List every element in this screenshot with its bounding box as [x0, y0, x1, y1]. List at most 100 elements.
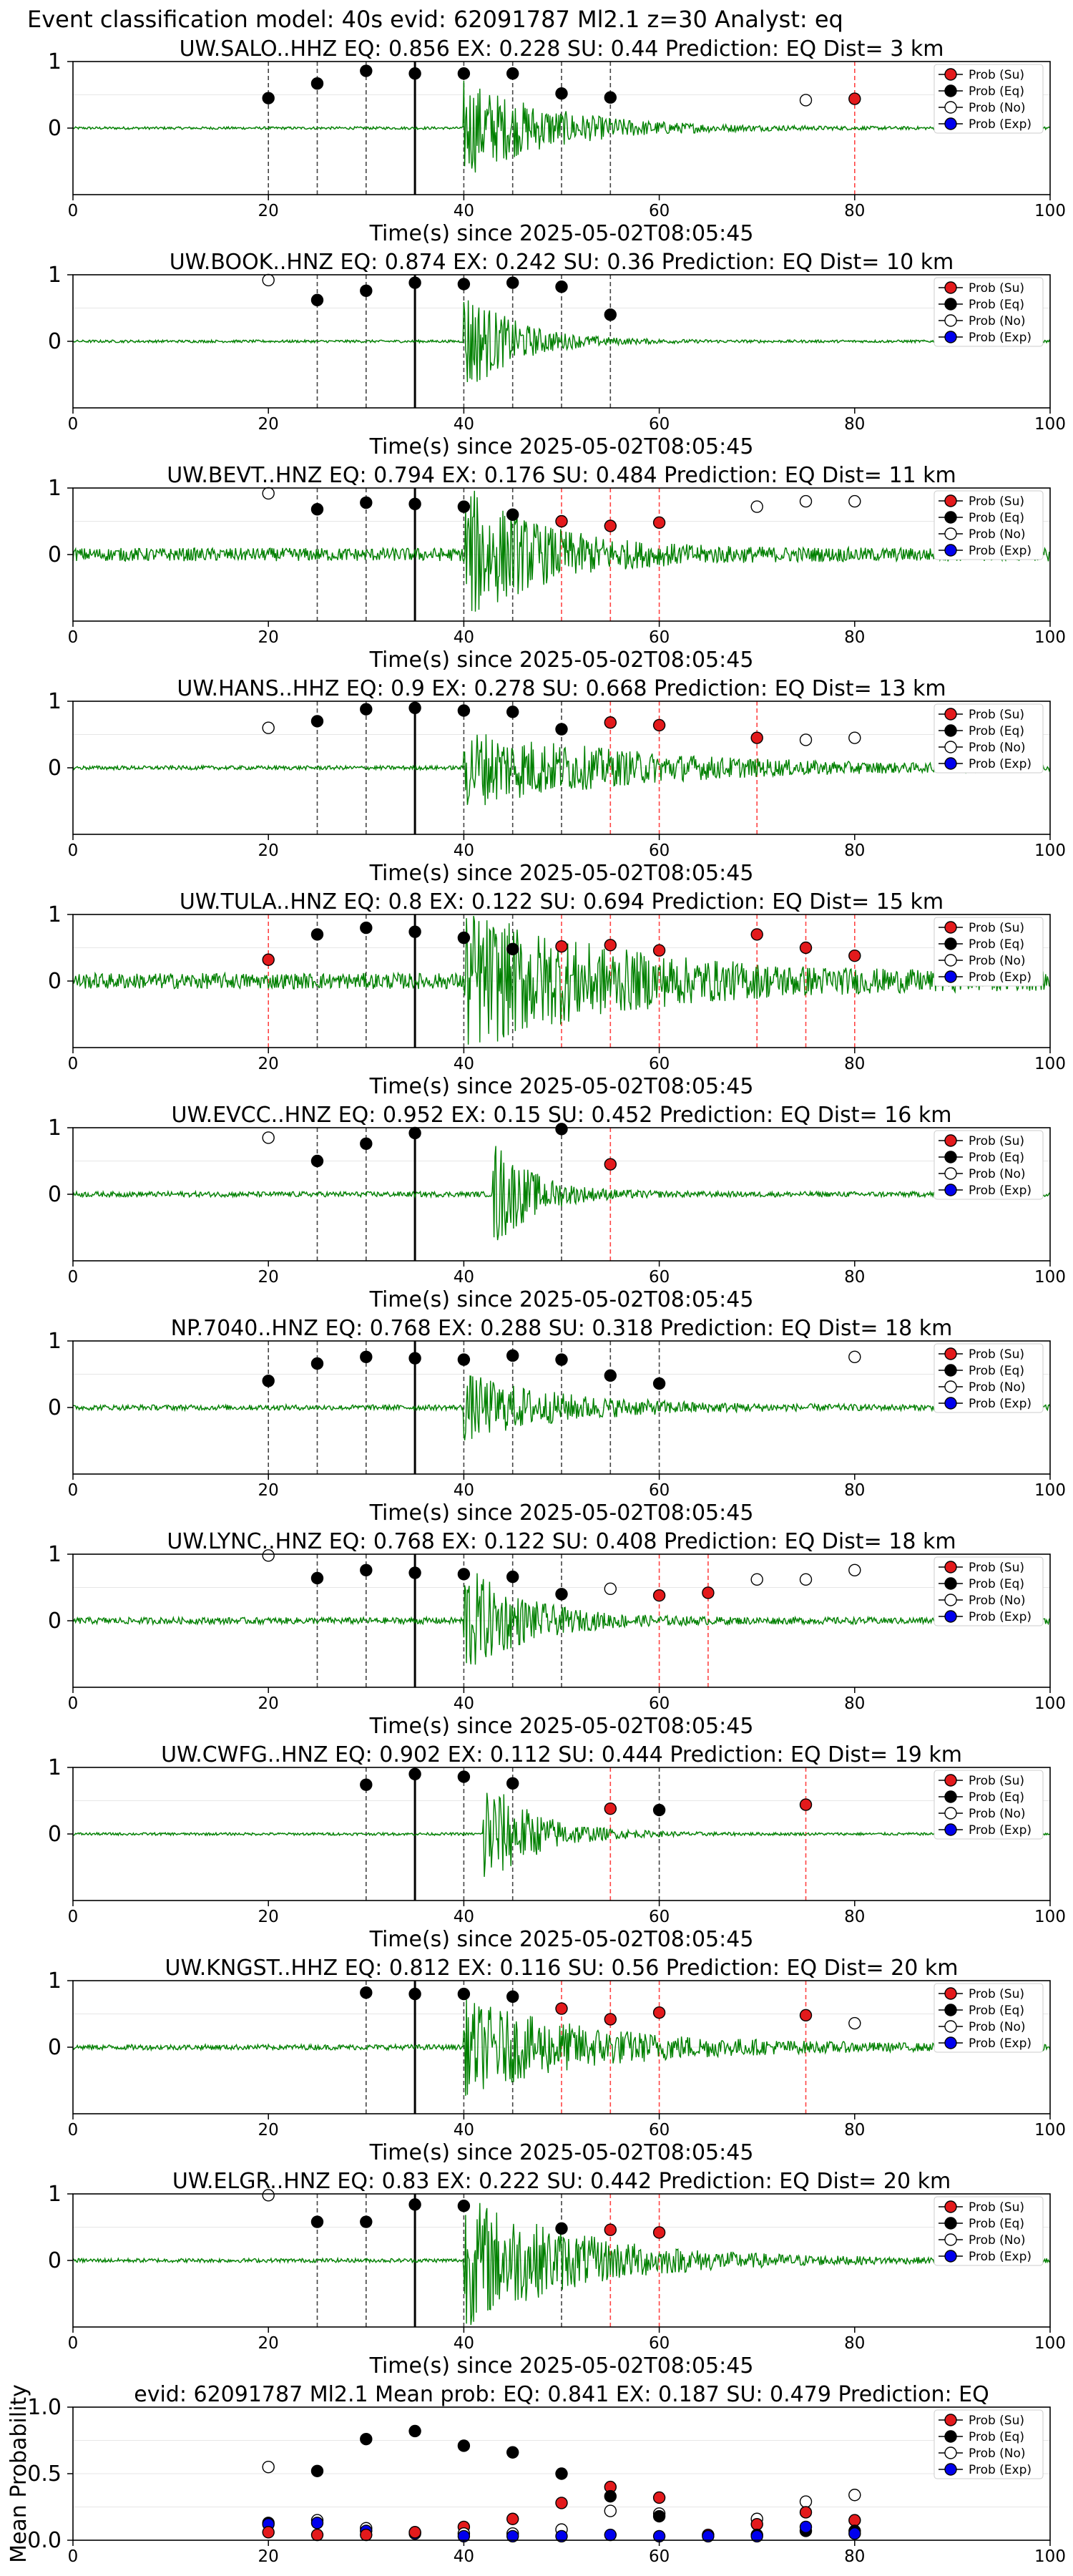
legend-label-su-7: Prob (Su) [969, 1561, 1024, 1575]
point-exp-11-6 [310, 2517, 324, 2529]
xtick-label-4-2: 40 [454, 1055, 474, 1073]
point-su-11-25 [555, 2497, 568, 2509]
legend-label-exp-9: Prob (Exp) [969, 2036, 1032, 2051]
xtick-label-7-5: 100 [1034, 1694, 1066, 1713]
legend-label-eq-4: Prob (Eq) [969, 937, 1024, 952]
point-su-2-8 [652, 516, 666, 530]
xtick-label-4-3: 60 [649, 1055, 670, 1073]
xtick-label-0-5: 100 [1034, 202, 1066, 220]
ytick-label-11-2: 0.0 [27, 2528, 62, 2553]
point-eq-1-5 [506, 276, 519, 289]
point-su-11-21 [506, 2512, 519, 2525]
legend-marker-no-5 [944, 1167, 957, 1180]
xtick-label-6-1: 20 [258, 1481, 279, 1500]
point-su-3-8 [652, 718, 666, 732]
legend-label-no-11: Prob (No) [969, 2446, 1026, 2461]
legend-label-exp-7: Prob (Exp) [969, 1610, 1032, 1624]
xtick-label-10-4: 80 [844, 2334, 865, 2353]
point-no-1-0 [262, 273, 275, 287]
ytick-label-9-1: 0 [48, 2035, 62, 2060]
point-eq-6-6 [555, 1353, 568, 1366]
point-eq-11-16 [457, 2439, 471, 2452]
legend-label-exp-10: Prob (Exp) [969, 2250, 1032, 2264]
xlabel-4: Time(s) since 2025-05-02T08:05:45 [369, 1074, 754, 1099]
point-eq-10-2 [360, 2215, 373, 2228]
panel-7: UW.LYNC..HNZ EQ: 0.768 EX: 0.122 SU: 0.4… [48, 1529, 1066, 1739]
xtick-label-1-4: 80 [844, 415, 865, 434]
xtick-label-3-2: 40 [454, 841, 474, 860]
point-eq-5-3 [408, 1126, 421, 1140]
legend-marker-su-7 [944, 1561, 957, 1574]
legend-label-su-3: Prob (Su) [969, 708, 1024, 722]
xtick-label-2-1: 20 [258, 628, 279, 647]
point-eq-10-4 [457, 2200, 471, 2212]
point-no-2-0 [262, 487, 275, 500]
legend-label-su-9: Prob (Su) [969, 1987, 1024, 2001]
point-eq-0-6 [555, 87, 568, 100]
xlabel-0: Time(s) since 2025-05-02T08:05:45 [369, 221, 754, 246]
point-eq-7-6 [555, 1588, 568, 1601]
legend-box-2 [934, 490, 1044, 560]
point-su-11-39 [750, 2517, 763, 2531]
panel-title-8: UW.CWFG..HNZ EQ: 0.902 EX: 0.112 SU: 0.4… [161, 1742, 962, 1767]
point-su-11-3 [262, 2526, 275, 2539]
xtick-label-3-3: 60 [649, 841, 670, 860]
legend-marker-eq-7 [944, 1577, 957, 1590]
point-exp-11-41 [750, 2529, 763, 2543]
xtick-label-1-1: 20 [258, 415, 279, 434]
point-eq-1-2 [360, 284, 373, 298]
point-su-11-7 [310, 2528, 324, 2542]
panel-5: UW.EVCC..HNZ EQ: 0.952 EX: 0.15 SU: 0.45… [48, 1103, 1066, 1312]
point-su-11-47 [848, 2514, 861, 2527]
point-eq-6-4 [457, 1353, 471, 1366]
ytick-label-11-0: 1.0 [27, 2395, 62, 2420]
legend-label-eq-3: Prob (Eq) [969, 724, 1024, 738]
xlabel-3: Time(s) since 2025-05-02T08:05:45 [369, 861, 754, 886]
figure-suptitle: Event classification model: 40s evid: 62… [27, 6, 843, 33]
point-no-7-12 [848, 1563, 861, 1577]
point-eq-1-1 [310, 293, 324, 307]
point-no-7-0 [262, 1549, 275, 1562]
legend-marker-su-4 [944, 921, 957, 934]
point-eq-5-1 [310, 1154, 324, 1168]
axes-frame-9 [72, 1980, 1051, 2114]
point-eq-4-1 [310, 928, 324, 941]
point-eq-4-5 [506, 942, 519, 956]
point-no-3-10 [799, 733, 813, 746]
point-no-10-0 [262, 2189, 275, 2202]
point-su-4-11 [848, 949, 861, 962]
legend-marker-exp-5 [944, 1184, 957, 1196]
point-eq-8-2 [457, 1770, 471, 1783]
legend-label-eq-10: Prob (Eq) [969, 2217, 1024, 2231]
legend-label-exp-2: Prob (Exp) [969, 544, 1032, 558]
point-su-3-9 [750, 731, 763, 744]
point-eq-6-7 [604, 1369, 617, 1382]
point-exp-11-23 [506, 2529, 519, 2543]
point-eq-0-0 [262, 92, 275, 104]
point-eq-11-20 [506, 2446, 519, 2459]
panel-title-9: UW.KNGST..HHZ EQ: 0.812 EX: 0.116 SU: 0.… [165, 1956, 959, 1981]
legend-label-no-1: Prob (No) [969, 314, 1026, 328]
point-no-7-7 [604, 1582, 617, 1596]
xtick-label-4-1: 20 [258, 1055, 279, 1073]
panel-3: UW.HANS..HHZ EQ: 0.9 EX: 0.278 SU: 0.668… [48, 676, 1066, 886]
ytick-label-0-1: 0 [48, 116, 62, 141]
xtick-label-4-4: 80 [844, 1055, 865, 1073]
axes-frame-6 [72, 1340, 1051, 1475]
legend-label-no-10: Prob (No) [969, 2233, 1026, 2248]
ytick-label-3-1: 0 [48, 756, 62, 781]
xtick-label-8-1: 20 [258, 1908, 279, 1926]
axes-frame-0 [72, 61, 1051, 195]
legend-marker-no-10 [944, 2233, 957, 2246]
panel-title-6: NP.7040..HNZ EQ: 0.768 EX: 0.288 SU: 0.3… [171, 1316, 953, 1341]
point-eq-7-3 [408, 1566, 421, 1579]
point-exp-11-49 [848, 2527, 861, 2540]
point-su-3-7 [604, 716, 617, 729]
point-su-7-9 [702, 1586, 715, 1599]
legend-marker-eq-2 [944, 511, 957, 524]
xtick-label-7-0: 0 [68, 1694, 79, 1713]
point-su-5-5 [604, 1158, 617, 1171]
point-eq-3-6 [555, 723, 568, 736]
waveform-6 [72, 1375, 1051, 1440]
xtick-label-0-0: 0 [68, 202, 79, 220]
